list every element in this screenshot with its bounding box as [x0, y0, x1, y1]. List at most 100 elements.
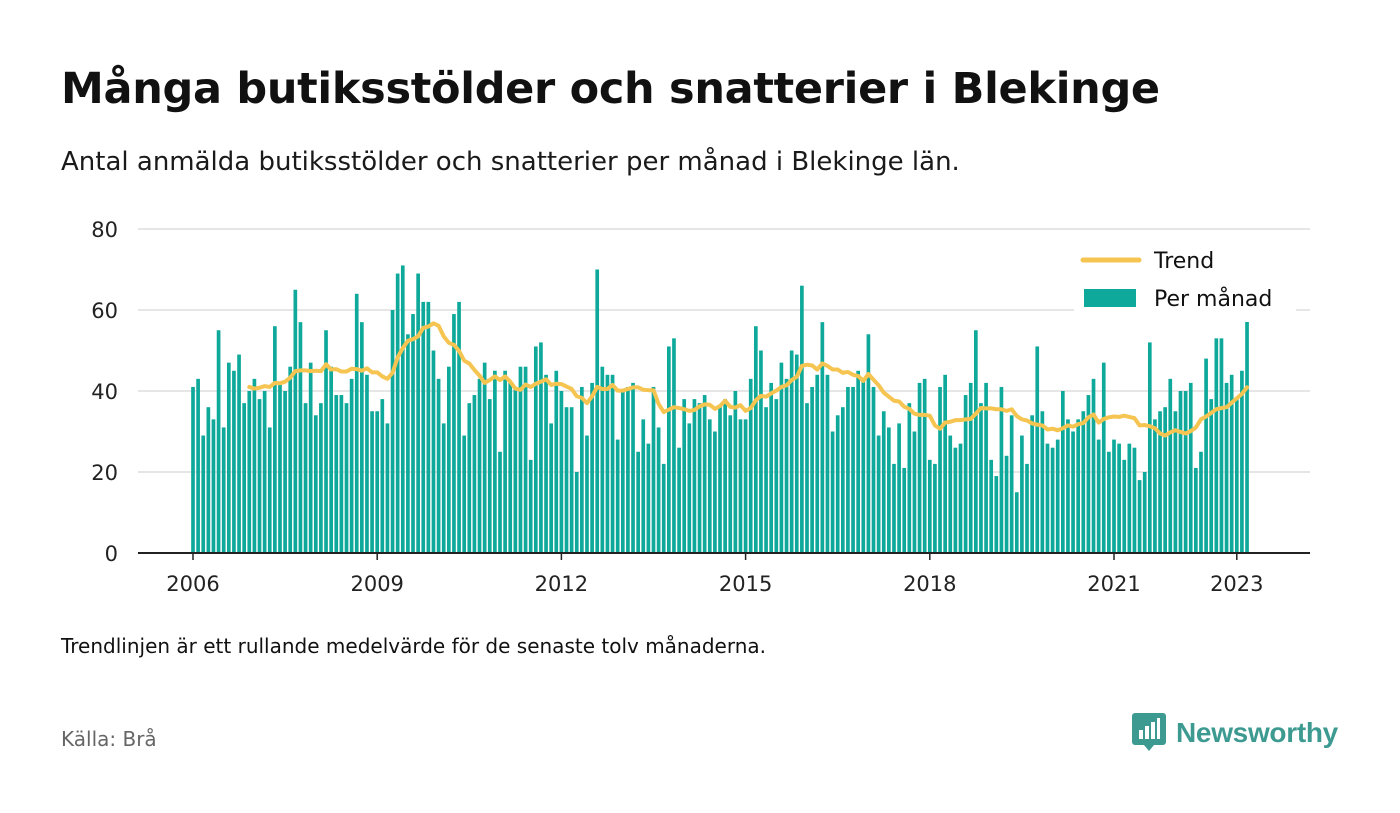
bar [1009, 415, 1014, 553]
bar [912, 431, 917, 553]
bar [887, 427, 891, 553]
bar [958, 443, 963, 553]
bar [1153, 419, 1157, 553]
bar [927, 459, 932, 553]
bar [1137, 480, 1142, 553]
bar [922, 378, 927, 553]
bar [907, 403, 912, 553]
legend: Trend Per månad [1074, 242, 1296, 322]
bar [334, 395, 339, 553]
trend-series [247, 321, 1250, 438]
bar [426, 301, 431, 553]
bar [605, 374, 610, 553]
bar [467, 403, 472, 553]
bar [626, 386, 630, 553]
bar [1096, 439, 1101, 553]
bar [1025, 463, 1029, 553]
bar [871, 386, 876, 553]
bar [400, 265, 405, 553]
x-tick-label: 2021 [1087, 572, 1140, 596]
bar [288, 366, 293, 553]
bar [702, 395, 707, 553]
bar [528, 459, 533, 553]
bar [232, 370, 236, 553]
bar [687, 423, 692, 553]
bar [329, 366, 333, 553]
bar [395, 273, 400, 553]
bar [672, 338, 676, 553]
bar [1168, 378, 1173, 553]
x-tick-label: 2023 [1210, 572, 1263, 596]
bar [999, 386, 1004, 553]
bar [1045, 443, 1050, 553]
bar [851, 386, 855, 553]
bar [1112, 439, 1116, 553]
bar [513, 386, 518, 553]
bar [226, 362, 231, 553]
bar-series [191, 265, 1249, 553]
bar [697, 403, 702, 553]
bar [636, 451, 640, 553]
bar [764, 407, 768, 553]
bar [805, 403, 809, 553]
bar [1035, 346, 1040, 553]
bar [503, 370, 507, 553]
chart-subtitle: Antal anmälda butiksstölder och snatteri… [61, 147, 960, 177]
bar [216, 330, 221, 553]
bar [718, 407, 722, 553]
bar [743, 419, 748, 553]
bar [313, 415, 318, 553]
bar [815, 374, 820, 553]
bar [656, 427, 661, 553]
bar [784, 378, 789, 553]
bar [436, 378, 441, 553]
bar [989, 459, 994, 553]
legend-background [1074, 242, 1296, 322]
bar [1163, 407, 1167, 553]
bar [385, 423, 390, 553]
bar [692, 399, 697, 553]
bar [574, 472, 579, 553]
bar [487, 399, 492, 553]
bar [344, 403, 349, 553]
bar [789, 350, 794, 553]
bar [411, 314, 415, 553]
bar [1147, 342, 1152, 553]
bar [477, 378, 482, 553]
bar [846, 386, 850, 553]
bar [1132, 447, 1137, 553]
bar [406, 334, 410, 553]
bar [221, 427, 226, 553]
bar [1117, 443, 1121, 553]
y-tick-label: 0 [105, 542, 118, 566]
bar [508, 382, 513, 553]
bar [943, 374, 947, 553]
bar [1101, 362, 1106, 553]
bar [856, 370, 860, 553]
bar [830, 431, 835, 553]
newsworthy-icon [1132, 713, 1166, 751]
bar [569, 407, 574, 553]
bar [753, 326, 758, 553]
bar [1209, 399, 1214, 553]
bar [1122, 459, 1127, 553]
bar [293, 289, 298, 553]
bar [759, 350, 763, 553]
bar [631, 382, 635, 553]
bar [820, 322, 825, 553]
chart-title: Många butiksstölder och snatterier i Ble… [61, 64, 1160, 114]
bar [948, 435, 953, 553]
bar [840, 407, 845, 553]
bar [866, 334, 871, 553]
bar [953, 447, 958, 553]
bar [1081, 411, 1086, 553]
bar [533, 346, 538, 553]
y-tick-label: 40 [91, 380, 118, 404]
bar [1214, 338, 1219, 553]
x-tick-label: 2015 [719, 572, 772, 596]
bar [273, 326, 277, 553]
bar [1142, 472, 1147, 553]
bar [1234, 399, 1239, 553]
bar [446, 366, 451, 553]
bar [564, 407, 569, 553]
